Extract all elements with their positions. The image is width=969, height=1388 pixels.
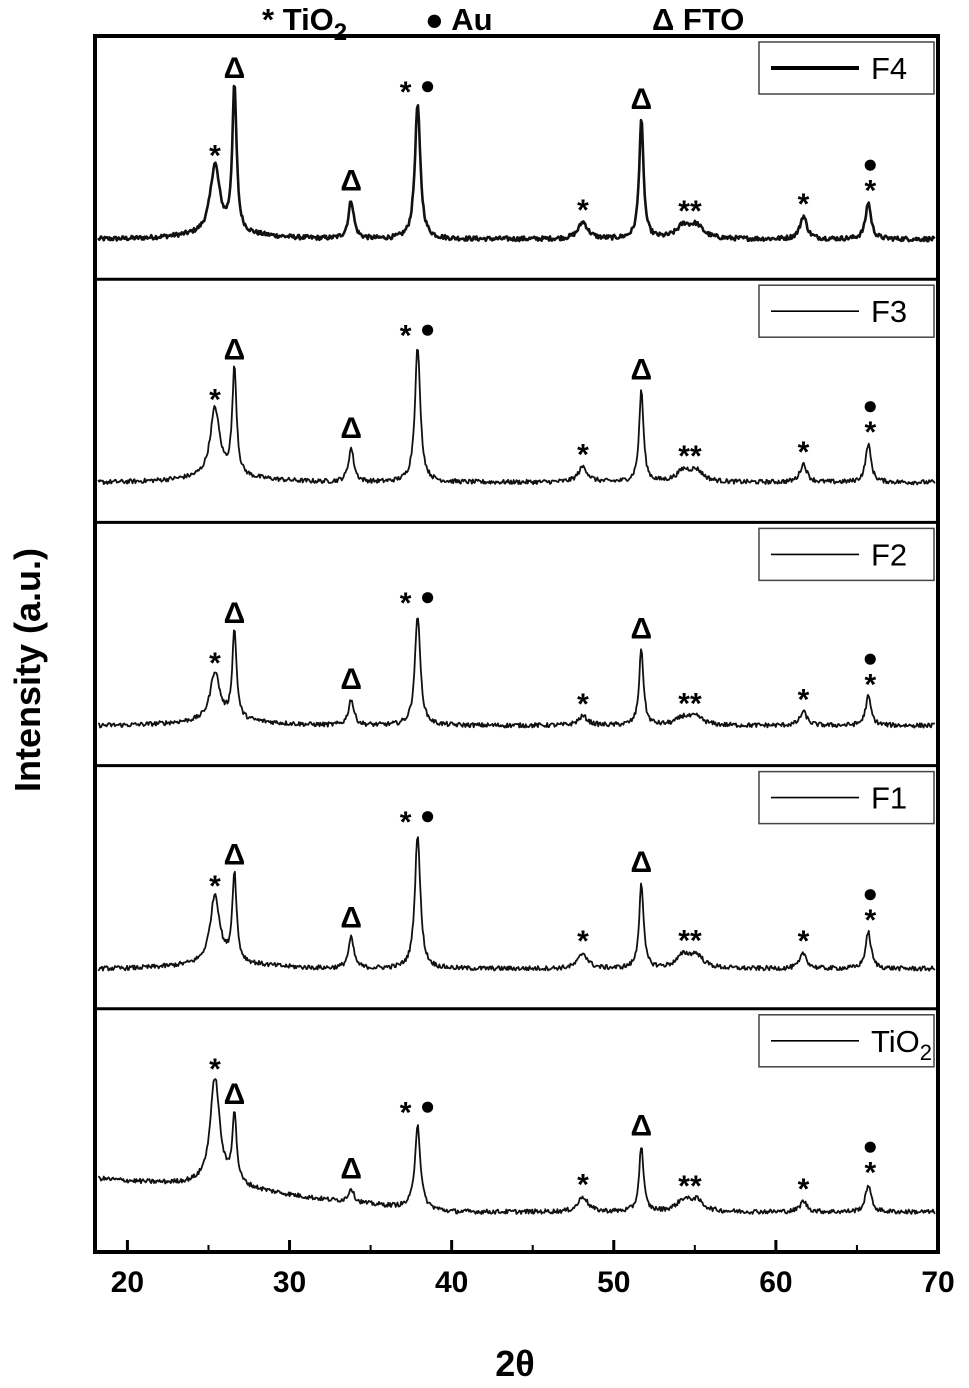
legend-label: F2 [871, 537, 907, 572]
x-axis: 20 30 40 50 60 70 [111, 1240, 955, 1299]
plot-border [93, 34, 940, 1254]
header-legend: * TiO2 ● Au Δ FTO [262, 2, 744, 46]
plot-frame [93, 34, 940, 1254]
peak-marker-tio2: ** [678, 925, 702, 958]
peak-marker-fto: Δ [631, 846, 653, 879]
peak-marker-tio2: * [798, 188, 810, 221]
peak-marker-au: ● [420, 1090, 436, 1120]
legend-label: F1 [871, 781, 907, 816]
legend-label: TiO2 [871, 1024, 932, 1065]
peak-marker-tio2: * [864, 904, 876, 937]
x-tick-label: 60 [759, 1266, 792, 1299]
peak-marker-fto: Δ [224, 1078, 246, 1111]
peak-marker-tio2: ** [678, 440, 702, 473]
peak-marker-fto: Δ [224, 334, 246, 367]
panel-legend-4: F1 [758, 770, 935, 825]
peak-marker-tio2: * [209, 647, 221, 680]
peak-marker-au: ● [420, 313, 436, 343]
peak-marker-fto: Δ [631, 83, 653, 116]
peak-marker-fto: Δ [340, 663, 362, 696]
peak-marker-au: ● [862, 878, 878, 908]
series-line-5 [97, 1078, 936, 1215]
peak-marker-tio2: * [798, 684, 810, 717]
panel-legend-5: TiO2 [758, 1014, 935, 1068]
peak-marker-tio2: * [209, 1053, 221, 1086]
series-line-1 [97, 84, 936, 243]
peak-marker-tio2: * [798, 436, 810, 469]
peak-marker-au: ● [862, 642, 878, 672]
legend-label: F3 [871, 294, 907, 329]
peak-marker-tio2: * [577, 688, 589, 721]
peak-marker-tio2: * [400, 1096, 412, 1129]
peak-marker-au: ● [420, 70, 436, 100]
x-axis-title: 2θ [495, 1343, 534, 1384]
peak-marker-fto: Δ [224, 597, 246, 630]
header-legend-item: Δ FTO [652, 2, 744, 37]
peak-marker-fto: Δ [340, 902, 362, 935]
header-legend-item: * TiO2 [262, 2, 347, 46]
peak-marker-au: ● [862, 148, 878, 178]
peak-marker-tio2: * [400, 587, 412, 620]
series-line-4 [97, 836, 936, 972]
peak-marker-tio2: * [400, 76, 412, 109]
peak-marker-tio2: * [577, 194, 589, 227]
peak-marker-tio2: * [577, 439, 589, 472]
peak-marker-fto: Δ [340, 164, 362, 197]
peak-marker-tio2: * [864, 668, 876, 701]
peak-marker-fto: Δ [340, 412, 362, 445]
peak-marker-fto: Δ [340, 1152, 362, 1185]
peak-marker-tio2: * [864, 416, 876, 449]
peak-marker-tio2: * [798, 1173, 810, 1206]
peak-markers: *ΔΔ* ●*Δ** *●**ΔΔ* ●*Δ** *●**ΔΔ* ●*Δ** *●**ΔΔ*… [209, 52, 878, 1206]
peak-marker-tio2: * [577, 1168, 589, 1201]
x-tick-label: 20 [111, 1266, 144, 1299]
legend-label: F4 [871, 51, 907, 86]
peak-marker-au: ● [862, 1130, 878, 1160]
peak-marker-tio2: * [209, 140, 221, 173]
peak-marker-au: ● [862, 390, 878, 420]
x-tick-label: 50 [597, 1266, 630, 1299]
peak-marker-tio2: * [798, 925, 810, 958]
panel-legends: F4 F3 F2 F1 TiO2 [758, 41, 935, 1068]
peak-marker-tio2: * [400, 806, 412, 839]
panel-legend-1: F4 [758, 41, 935, 95]
y-axis-title: Intensity (a.u.) [7, 548, 48, 792]
peak-marker-tio2: * [209, 870, 221, 903]
peak-marker-tio2: ** [678, 195, 702, 228]
peak-marker-tio2: * [400, 319, 412, 352]
peak-marker-au: ● [420, 581, 436, 611]
peak-marker-fto: Δ [631, 612, 653, 645]
series-layer [97, 84, 936, 1215]
peak-marker-tio2: * [209, 384, 221, 417]
series-line-2 [97, 348, 936, 486]
x-tick-label: 40 [435, 1266, 468, 1299]
peak-marker-tio2: * [864, 174, 876, 207]
peak-marker-tio2: ** [678, 687, 702, 720]
peak-marker-fto: Δ [631, 354, 653, 387]
x-tick-label: 70 [921, 1266, 954, 1299]
series-line-3 [97, 617, 936, 729]
peak-marker-fto: Δ [224, 838, 246, 871]
peak-marker-au: ● [420, 800, 436, 830]
panel-legend-3: F2 [758, 527, 935, 582]
peak-marker-tio2: * [864, 1156, 876, 1189]
peak-marker-fto: Δ [631, 1109, 653, 1142]
peak-marker-tio2: ** [678, 1170, 702, 1203]
x-tick-label: 30 [273, 1266, 306, 1299]
panel-legend-2: F3 [758, 284, 935, 338]
header-legend-item: ● Au [425, 2, 493, 37]
peak-marker-fto: Δ [224, 52, 246, 85]
peak-marker-tio2: * [577, 925, 589, 958]
